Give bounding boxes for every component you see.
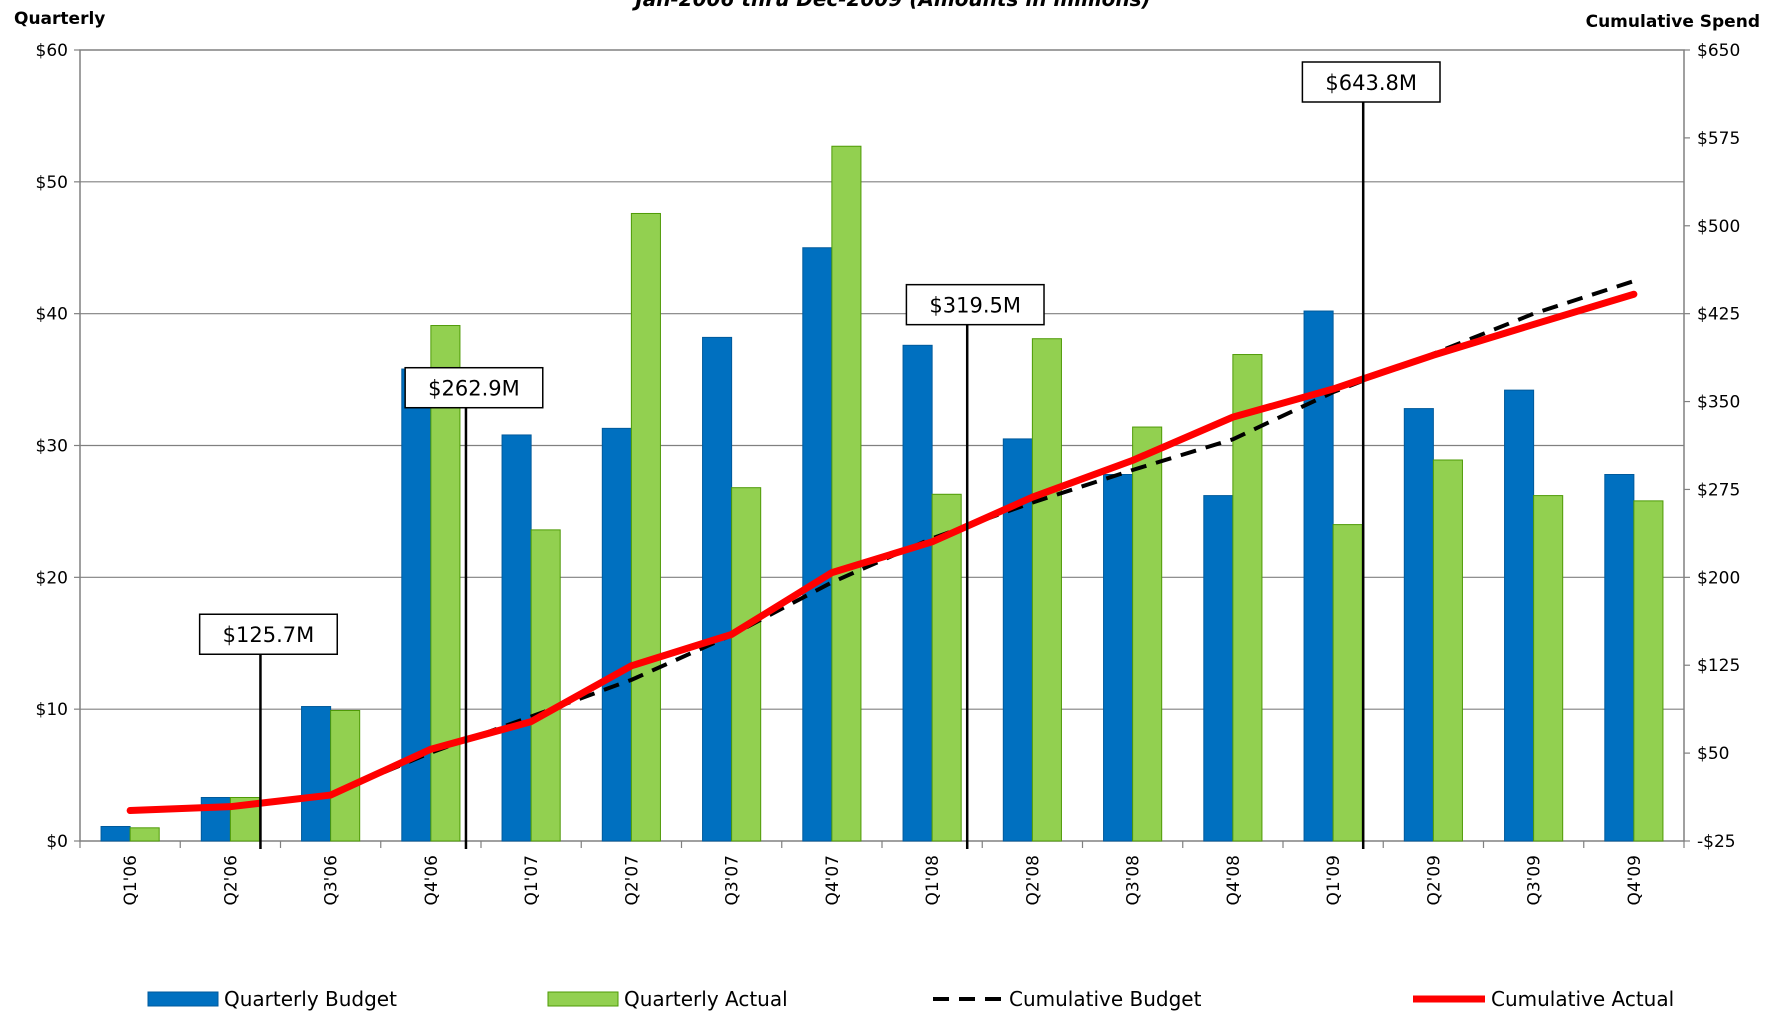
left-tick-label: $40 bbox=[36, 305, 68, 325]
callout: $643.8M bbox=[1301, 61, 1441, 849]
x-tick-label: Q1'08 bbox=[923, 855, 943, 906]
x-tick-label: Q4'06 bbox=[422, 855, 442, 906]
left-axis: $0 $10 $20 $30 $40 $50 $60 bbox=[36, 41, 80, 852]
x-tick-label: Q3'08 bbox=[1124, 855, 1144, 906]
bar-quarterly-budget bbox=[1103, 474, 1134, 842]
legend-swatch bbox=[147, 991, 219, 1007]
x-tick-label: Q1'06 bbox=[121, 855, 141, 906]
legend-label: Quarterly Actual bbox=[624, 987, 788, 1011]
x-axis: Q1'06 Q2'06 Q3'06 Q4'06 Q1'07 Q2'07 Q3'07 Q4'07… bbox=[79, 841, 1685, 906]
bar-quarterly-budget bbox=[301, 706, 332, 842]
left-tick-label: $50 bbox=[36, 173, 68, 193]
x-tick-label: Q3'06 bbox=[322, 855, 342, 906]
callout: $319.5M bbox=[905, 283, 1045, 849]
legend-item: Cumulative Actual bbox=[1413, 987, 1674, 1011]
callouts: $125.7M $262.9M $319.5M $643.8M bbox=[198, 61, 1441, 849]
right-tick-label: -$25 bbox=[1697, 832, 1736, 852]
bar-quarterly-actual bbox=[1533, 495, 1564, 842]
legend-item: Cumulative Budget bbox=[933, 987, 1202, 1011]
bar-quarterly-budget bbox=[501, 434, 532, 842]
right-axis-title: Cumulative Spend bbox=[1586, 12, 1760, 32]
bar-quarterly-actual bbox=[1432, 459, 1463, 842]
bar-quarterly-budget bbox=[401, 368, 432, 842]
bar-quarterly-actual bbox=[129, 827, 160, 842]
bar-quarterly-actual bbox=[430, 325, 461, 842]
bar-quarterly-actual bbox=[330, 709, 361, 842]
left-tick-label: $10 bbox=[36, 700, 68, 720]
bar-quarterly-actual bbox=[630, 212, 661, 842]
legend-item: Quarterly Budget bbox=[147, 987, 397, 1011]
bar-quarterly-budget bbox=[601, 427, 632, 842]
x-tick-label: Q1'09 bbox=[1324, 855, 1344, 906]
right-tick-label: $125 bbox=[1697, 656, 1740, 676]
right-axis: -$25 $50 $125 $200 $275 $350 $425 $500 $575 $650 bbox=[1684, 41, 1740, 852]
bar-quarterly-actual bbox=[530, 529, 561, 842]
right-tick-label: $350 bbox=[1697, 393, 1740, 413]
bar-quarterly-actual bbox=[1332, 524, 1363, 842]
callout-box bbox=[1301, 61, 1441, 103]
callout: $125.7M bbox=[198, 613, 339, 849]
callout-label: $262.9M bbox=[428, 377, 520, 401]
bar-quarterly-actual bbox=[831, 145, 862, 842]
legend-label: Cumulative Budget bbox=[1009, 987, 1202, 1011]
legend-item: Quarterly Actual bbox=[547, 987, 788, 1011]
callout-label: $319.5M bbox=[929, 294, 1021, 318]
legend-label: Cumulative Actual bbox=[1491, 987, 1674, 1011]
left-tick-label: $60 bbox=[36, 41, 68, 61]
x-tick-label: Q2'07 bbox=[622, 855, 642, 906]
bar-quarterly-actual bbox=[731, 487, 762, 842]
callout-box bbox=[905, 283, 1045, 326]
x-tick-label: Q2'08 bbox=[1023, 855, 1043, 906]
x-tick-label: Q3'09 bbox=[1525, 855, 1545, 906]
bar-quarterly-budget bbox=[1504, 389, 1535, 842]
bar-quarterly-budget bbox=[100, 825, 131, 842]
x-tick-label: Q2'06 bbox=[221, 855, 241, 906]
bar-quarterly-budget bbox=[1403, 408, 1434, 842]
left-axis-title: Quarterly bbox=[14, 9, 105, 29]
bar-quarterly-actual bbox=[931, 493, 962, 842]
x-tick-label: Q3'07 bbox=[723, 855, 743, 906]
legend-label: Quarterly Budget bbox=[224, 987, 397, 1011]
legend: Quarterly Budget Quarterly Actual Cumulati… bbox=[147, 987, 1674, 1011]
x-tick-label: Q4'08 bbox=[1224, 855, 1244, 906]
callout-box bbox=[198, 613, 339, 655]
callout-box bbox=[404, 366, 544, 409]
bar-quarterly-actual bbox=[1633, 500, 1664, 842]
right-tick-label: $275 bbox=[1697, 480, 1740, 500]
x-tick-label: Q1'07 bbox=[522, 855, 542, 906]
legend-swatch bbox=[547, 991, 619, 1007]
chart-title: Jan-2006 thru Dec-2009 (Amounts in milli… bbox=[631, 0, 1150, 11]
left-tick-label: $20 bbox=[36, 568, 68, 588]
callout-label: $125.7M bbox=[223, 623, 315, 647]
x-tick-label: Q4'07 bbox=[823, 855, 843, 906]
bar-quarterly-actual bbox=[1132, 426, 1163, 842]
right-tick-label: $200 bbox=[1697, 568, 1740, 588]
line-cumulative-actual bbox=[126, 290, 1638, 815]
right-tick-label: $650 bbox=[1697, 41, 1740, 61]
callout: $262.9M bbox=[404, 366, 544, 849]
x-tick-label: Q2'09 bbox=[1424, 855, 1444, 906]
right-tick-label: $575 bbox=[1697, 129, 1740, 149]
bar-quarterly-budget bbox=[702, 336, 733, 842]
x-tick-label: Q4'09 bbox=[1625, 855, 1645, 906]
right-tick-label: $500 bbox=[1697, 217, 1740, 237]
bar-quarterly-budget bbox=[1604, 474, 1635, 842]
cumulative-lines bbox=[126, 279, 1638, 815]
bar-quarterly-budget bbox=[802, 247, 833, 842]
callout-label: $643.8M bbox=[1325, 71, 1417, 95]
bar-quarterly-actual bbox=[1031, 338, 1062, 842]
bar-quarterly-budget bbox=[902, 344, 933, 842]
bar-quarterly-budget bbox=[1203, 495, 1234, 842]
left-tick-label: $0 bbox=[46, 832, 68, 852]
left-tick-label: $30 bbox=[36, 437, 68, 457]
right-tick-label: $425 bbox=[1697, 305, 1740, 325]
right-tick-label: $50 bbox=[1697, 744, 1729, 764]
